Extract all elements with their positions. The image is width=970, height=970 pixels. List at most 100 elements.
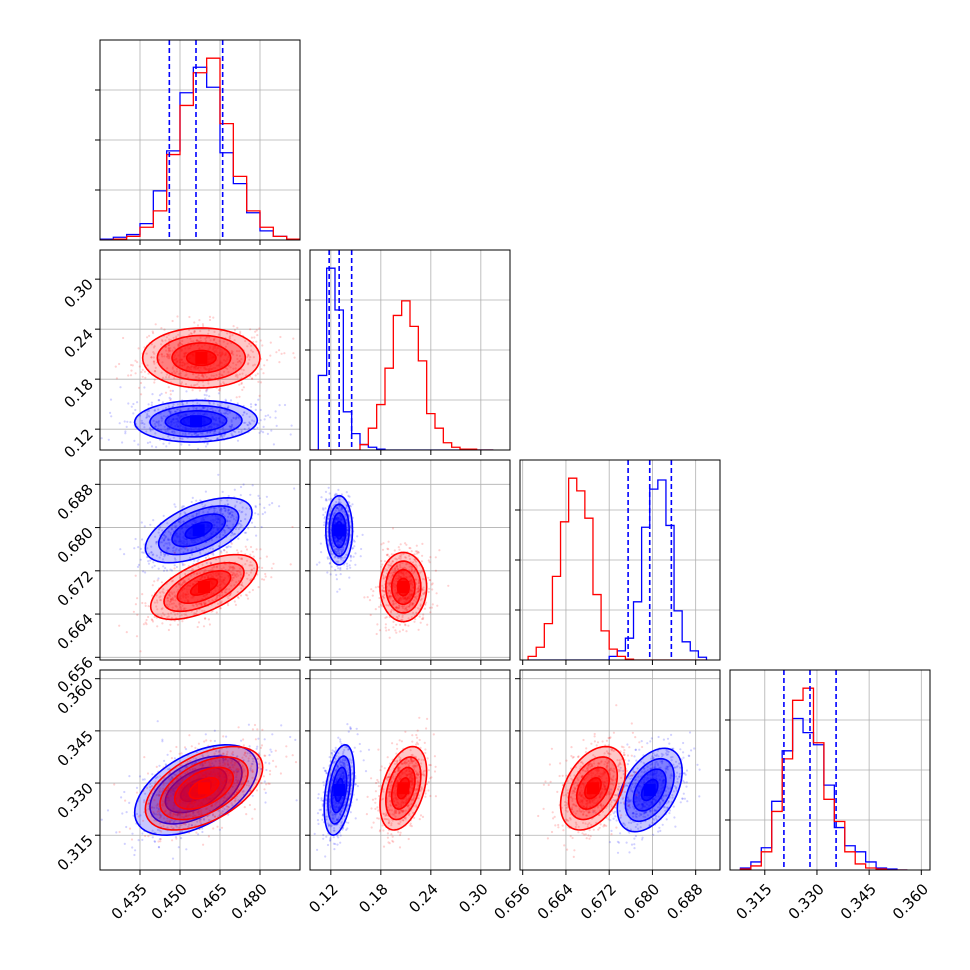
scatter-point [395,606,398,609]
scatter-point [330,507,333,510]
scatter-point [257,513,260,516]
scatter-point [224,758,227,761]
scatter-point [211,762,214,765]
scatter-point [248,591,251,594]
scatter-point [219,383,222,386]
scatter-point [341,510,344,513]
scatter-point [246,597,250,600]
scatter-point [428,578,431,582]
contour-line-a [184,521,213,540]
scatter-point [177,520,180,523]
scatter-point [340,493,343,496]
scatter-point [152,332,155,335]
scatter-point [237,537,240,540]
scatter-point [155,794,158,797]
scatter-point [176,813,179,817]
scatter-point [203,617,207,620]
scatter-point [236,374,239,377]
scatter-point [173,430,176,433]
scatter-point [162,442,165,445]
scatter-point [204,761,207,765]
scatter-point [180,343,183,346]
scatter-point [201,766,204,769]
scatter-point [235,500,238,503]
scatter-point [417,580,420,584]
scatter-point [328,562,331,565]
scatter-point [169,533,172,536]
scatter-point [162,569,166,572]
scatter-point [152,351,155,354]
scatter-point [195,512,198,515]
scatter-point [382,542,385,545]
scatter-point [212,764,216,767]
scatter-point [174,526,177,529]
scatter-point [157,424,160,427]
scatter-point [200,602,203,605]
scatter-panel-3-0 [95,669,301,875]
scatter-point [230,531,234,535]
scatter-point [177,777,180,780]
scatter-point [242,771,245,774]
scatter-point [338,552,341,555]
scatter-point [236,781,239,784]
scatter-point [211,599,214,602]
scatter-point [349,533,352,537]
scatter-point [429,579,432,582]
scatter-point [404,556,407,559]
scatter-point [218,431,221,434]
scatter-point [327,486,330,489]
scatter-point [170,819,173,822]
scatter-point [251,588,254,592]
scatter-point [173,773,176,776]
scatter-point [140,422,143,425]
scatter-point [207,382,210,385]
scatter-point [257,422,260,425]
scatter-point [382,577,385,580]
scatter-point [200,374,203,377]
scatter-point [420,570,423,573]
scatter-point [100,818,103,821]
scatter-point [174,410,177,413]
scatter-point [204,340,208,343]
scatter-point [168,821,171,824]
scatter-point [174,549,177,552]
scatter-point [378,596,381,600]
scatter-point [382,576,385,579]
scatter-point [398,606,401,610]
scatter-point [208,377,211,380]
scatter-point [206,431,209,434]
scatter-point [169,399,172,402]
scatter-point [326,521,329,524]
scatter-point [170,528,173,531]
scatter-point [181,432,185,435]
scatter-point [157,567,160,570]
scatter-point [251,419,254,422]
scatter-point [390,553,393,556]
scatter-point [164,537,167,540]
scatter-point [269,354,272,357]
scatter-point [254,374,257,377]
scatter-point [175,585,178,588]
scatter-point [231,759,234,763]
scatter-point [158,794,161,797]
scatter-point [371,594,374,597]
scatter-point [161,607,164,610]
scatter-point [222,761,225,764]
scatter-point [169,350,172,353]
scatter-point [150,356,153,359]
scatter-point [263,506,266,509]
scatter-point [397,546,400,549]
scatter-point [254,403,257,406]
scatter-point [216,825,219,828]
scatter-point [235,416,238,419]
scatter-point [331,553,334,556]
contour-line-b [141,327,261,389]
scatter-point [396,607,399,610]
scatter-point [251,564,254,567]
scatter-point [165,603,168,607]
scatter-point [249,553,252,556]
scatter-point [180,437,183,440]
scatter-point [233,339,236,342]
scatter-point [202,406,205,409]
scatter-point [227,515,230,519]
